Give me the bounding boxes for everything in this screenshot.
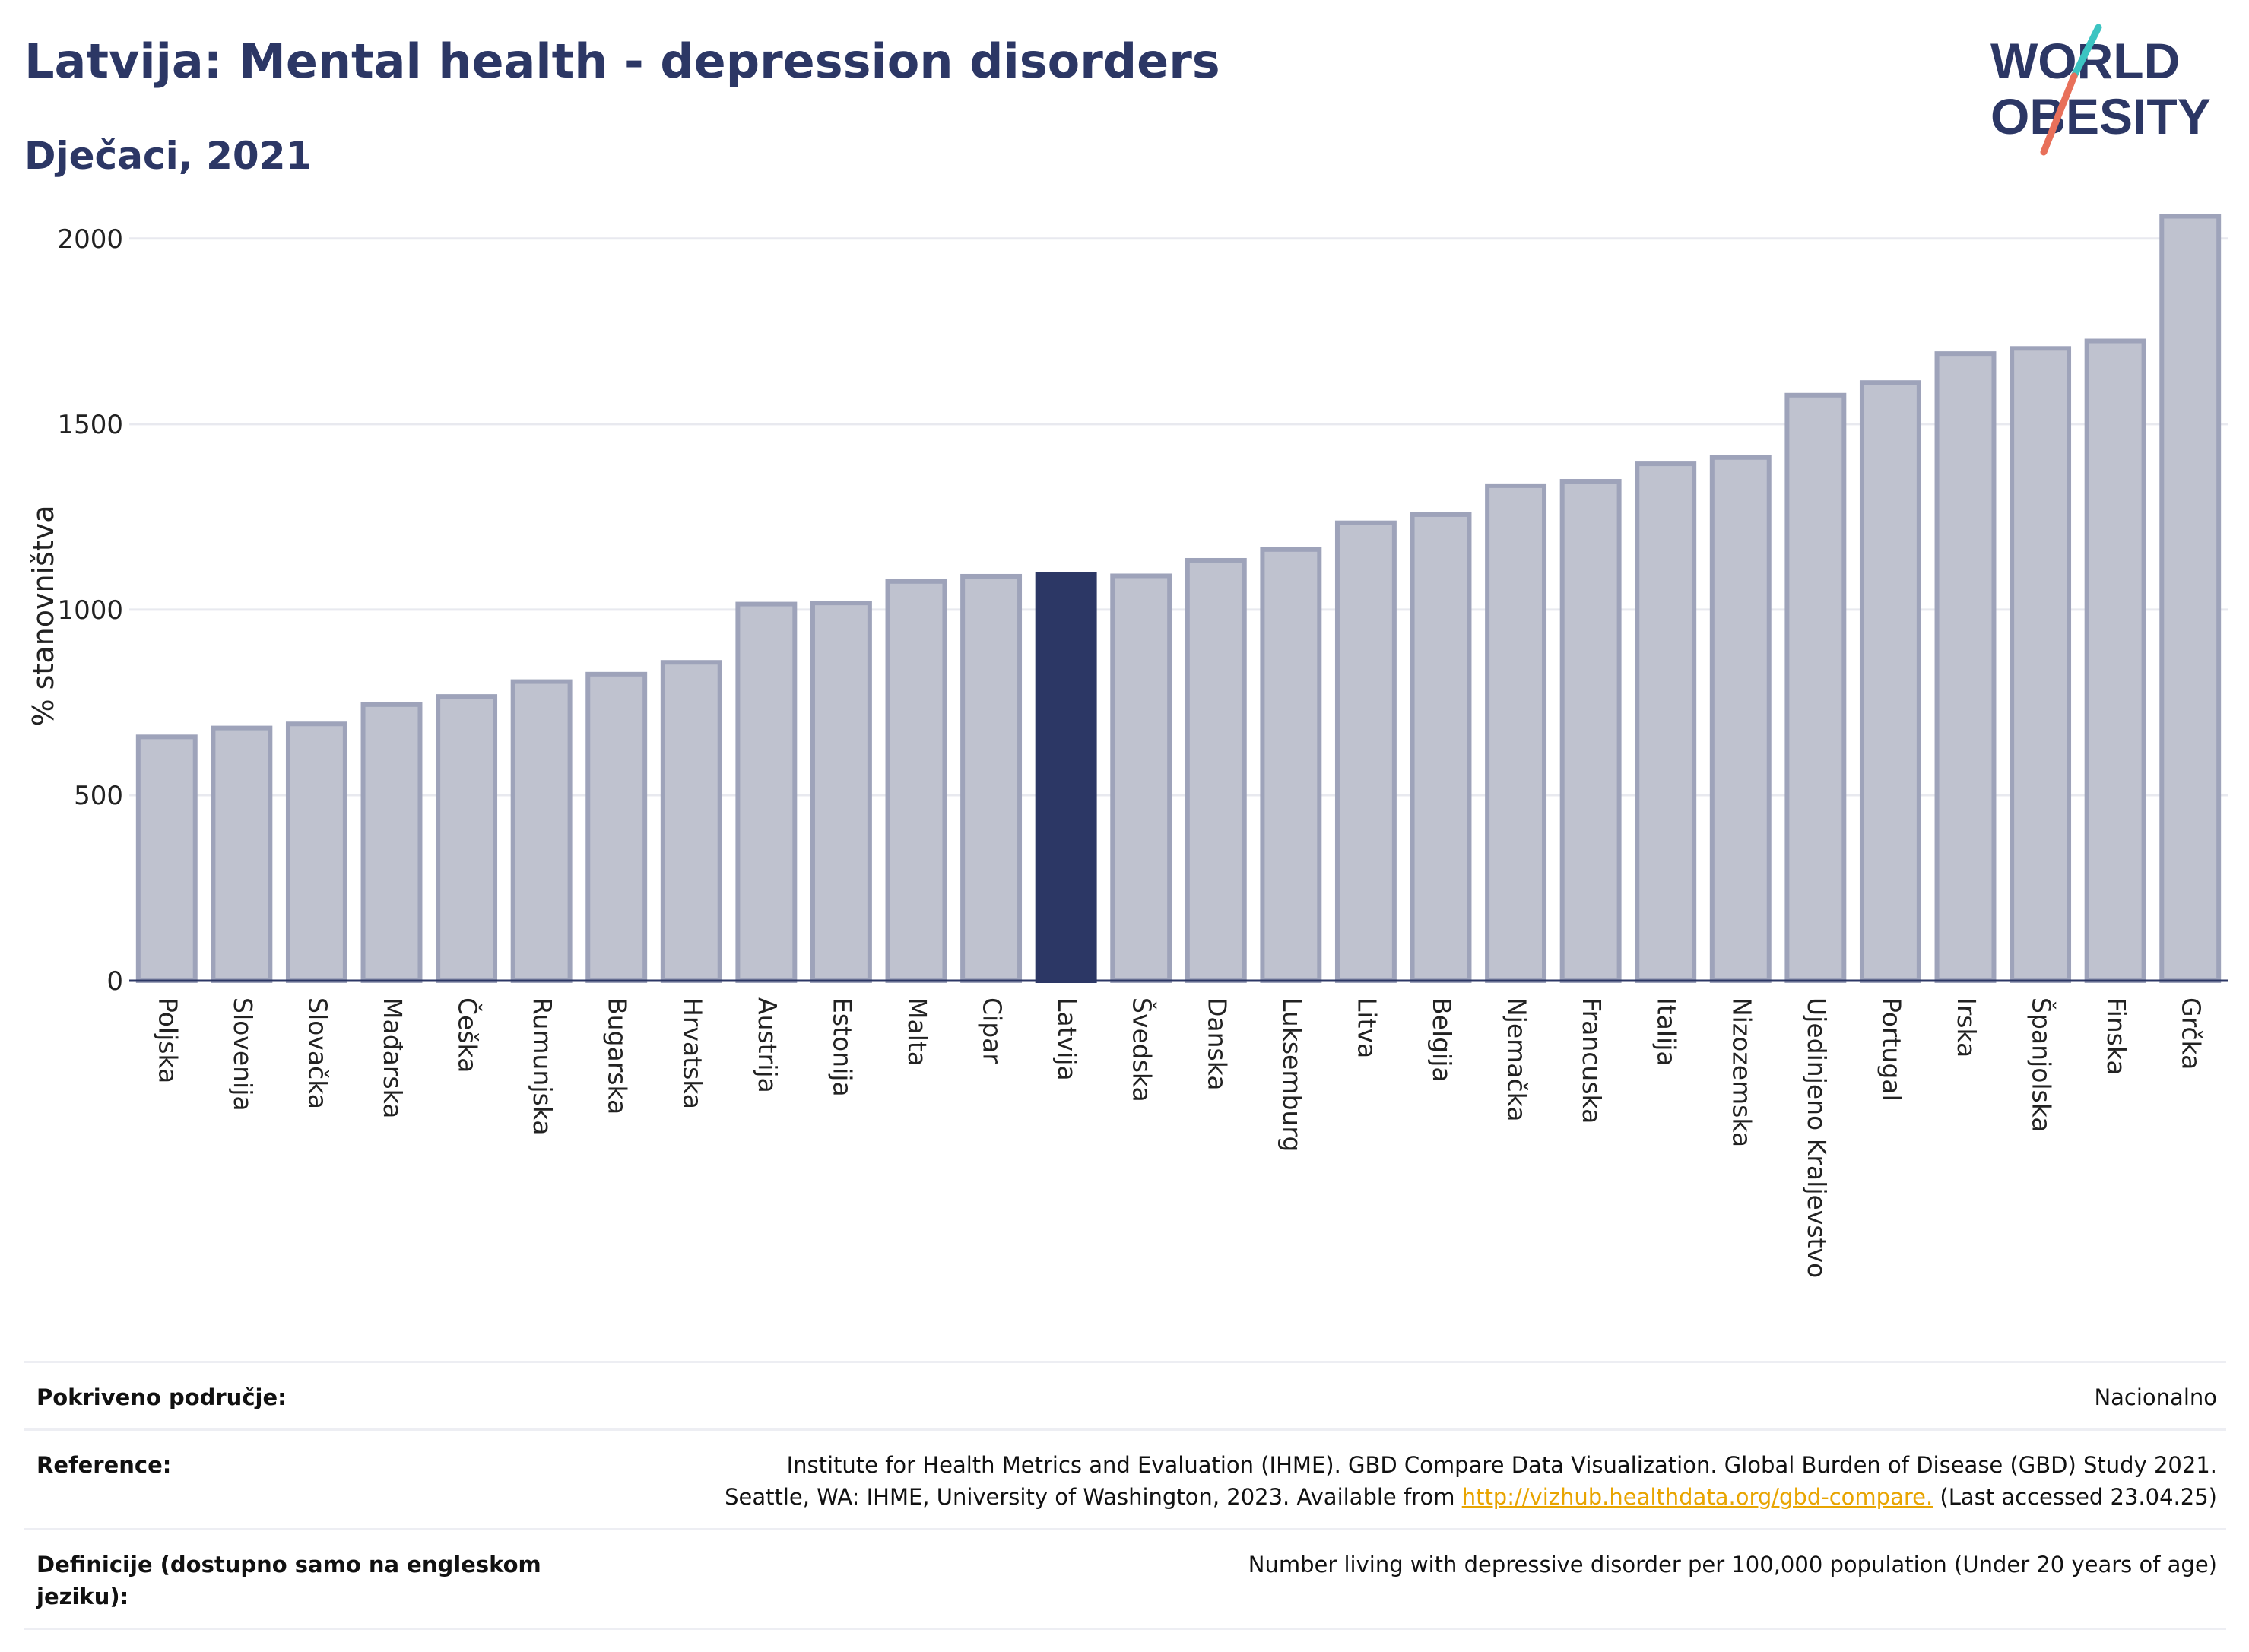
bar-Slovačka: [285, 721, 347, 983]
x-tick-label: Nizozemska: [1727, 997, 1756, 1147]
bar-Irska: [1934, 351, 1997, 984]
x-tick-label: Poljska: [153, 997, 182, 1083]
bar-Belgija: [1410, 512, 1472, 983]
bar-Njemačka: [1485, 483, 1547, 983]
y-tick-label: 1000: [57, 595, 123, 626]
bar-Luksemburg: [1260, 547, 1322, 983]
chart-subtitle: Dječaci, 2021: [24, 134, 312, 178]
x-tick-label: Češka: [453, 997, 484, 1073]
x-tick-label: Danska: [1202, 997, 1232, 1091]
bar-Portugal: [1859, 380, 1921, 983]
reference-value: Institute for Health Metrics and Evaluat…: [584, 1449, 2226, 1513]
x-tick-label: Njemačka: [1502, 997, 1532, 1121]
bar-Francuska: [1559, 479, 1622, 983]
bar-Cipar: [960, 573, 1023, 983]
logo-slash-teal: [2070, 24, 2102, 80]
info-row-reference: Reference: Institute for Health Metrics …: [24, 1428, 2226, 1528]
x-tick-label: Rumunjska: [528, 997, 557, 1135]
x-tick-label: Portugal: [1876, 997, 1906, 1102]
y-tick-label: 500: [74, 781, 123, 811]
y-axis-ticks: 0 500 1000 1500 2000: [57, 224, 123, 997]
x-tick-label: Malta: [902, 997, 932, 1067]
reference-label: Reference:: [36, 1452, 172, 1479]
x-tick-label: Bugarska: [603, 997, 633, 1115]
reference-line-1: Institute for Health Metrics and Evaluat…: [786, 1452, 2217, 1479]
bar-Španjolska: [2010, 346, 2072, 983]
y-tick-label: 2000: [57, 224, 123, 255]
x-tick-label: Ujedinjeno Kraljevstvo: [1802, 997, 1832, 1278]
bars: [135, 214, 2222, 984]
reference-tail: (Last accessed 23.04.25): [1940, 1484, 2217, 1511]
y-axis-label: % stanovništva: [27, 505, 60, 726]
x-tick-label: Cipar: [978, 997, 1007, 1064]
x-tick-label: Luksemburg: [1277, 997, 1307, 1152]
x-tick-label: Grčka: [2177, 997, 2206, 1070]
bar-Hrvatska: [660, 660, 722, 983]
bar-Latvija: [1035, 572, 1097, 983]
reference-link[interactable]: http://vizhub.healthdata.org/gbd-compare…: [1461, 1484, 1933, 1511]
reference-line-2: Seattle, WA: IHME, University of Washing…: [725, 1484, 1455, 1511]
bar-Rumunjska: [510, 679, 573, 983]
x-tick-label: Belgija: [1427, 997, 1457, 1083]
bar-Finska: [2084, 338, 2146, 983]
x-tick-label: Latvija: [1052, 997, 1082, 1081]
x-tick-label: Švedska: [1128, 997, 1158, 1102]
bar-Austrija: [735, 601, 798, 983]
bar-Mađarska: [360, 702, 423, 983]
x-axis-labels: Poljska Slovenija Slovačka Mađarska Češka Rum…: [153, 997, 2206, 1278]
y-tick-label: 1500: [57, 410, 123, 440]
bar-Nizozemska: [1709, 455, 1772, 983]
bar-Ujedinjeno Kraljevstvo: [1784, 392, 1847, 983]
x-tick-label: Hrvatska: [677, 997, 707, 1109]
coverage-value: Nacionalno: [2094, 1384, 2217, 1410]
x-tick-label: Španjolska: [2027, 997, 2057, 1133]
x-tick-label: Litva: [1352, 997, 1381, 1058]
bar-Malta: [885, 579, 947, 983]
x-tick-label: Slovačka: [303, 997, 332, 1109]
x-tick-label: Francuska: [1577, 997, 1607, 1124]
bar-Bugarska: [585, 671, 648, 983]
bar-chart: 0 500 1000 1500 2000 Poljska Slovenija Slovačk…: [27, 214, 2228, 1278]
bar-Poljska: [135, 734, 198, 983]
info-table: Pokriveno područje: Nacionalno Reference…: [24, 1361, 2226, 1631]
x-tick-label: Finska: [2101, 997, 2131, 1076]
chart-title: Latvija: Mental health - depression diso…: [24, 33, 1220, 89]
bar-Estonija: [810, 601, 872, 983]
bar-Danska: [1185, 557, 1247, 983]
x-tick-label: Italija: [1652, 997, 1682, 1067]
bar-Švedska: [1110, 573, 1172, 983]
bar-Grčka: [2159, 214, 2222, 983]
x-tick-label: Estonija: [827, 997, 857, 1097]
logo-line-2: OBESITY: [1990, 88, 2211, 144]
x-tick-label: Irska: [1952, 997, 1981, 1057]
definition-label: Definicije (dostupno samo na engleskom j…: [36, 1552, 541, 1610]
definition-value: Number living with depressive disorder p…: [1248, 1552, 2217, 1578]
x-tick-label: Mađarska: [378, 997, 408, 1118]
world-obesity-logo: WORLD OBESITY: [1990, 24, 2211, 156]
coverage-label: Pokriveno područje:: [36, 1384, 287, 1410]
logo-slash-coral: [2040, 72, 2078, 156]
info-row-definition: Definicije (dostupno samo na engleskom j…: [24, 1528, 2226, 1631]
bar-Slovenija: [211, 725, 273, 983]
info-row-coverage: Pokriveno područje: Nacionalno: [24, 1361, 2226, 1428]
x-tick-label: Slovenija: [228, 997, 258, 1111]
bar-Češka: [436, 694, 498, 983]
x-tick-label: Austrija: [753, 997, 782, 1093]
bar-Litva: [1334, 520, 1397, 983]
bar-Italija: [1635, 461, 1697, 983]
y-tick-label: 0: [106, 966, 123, 997]
